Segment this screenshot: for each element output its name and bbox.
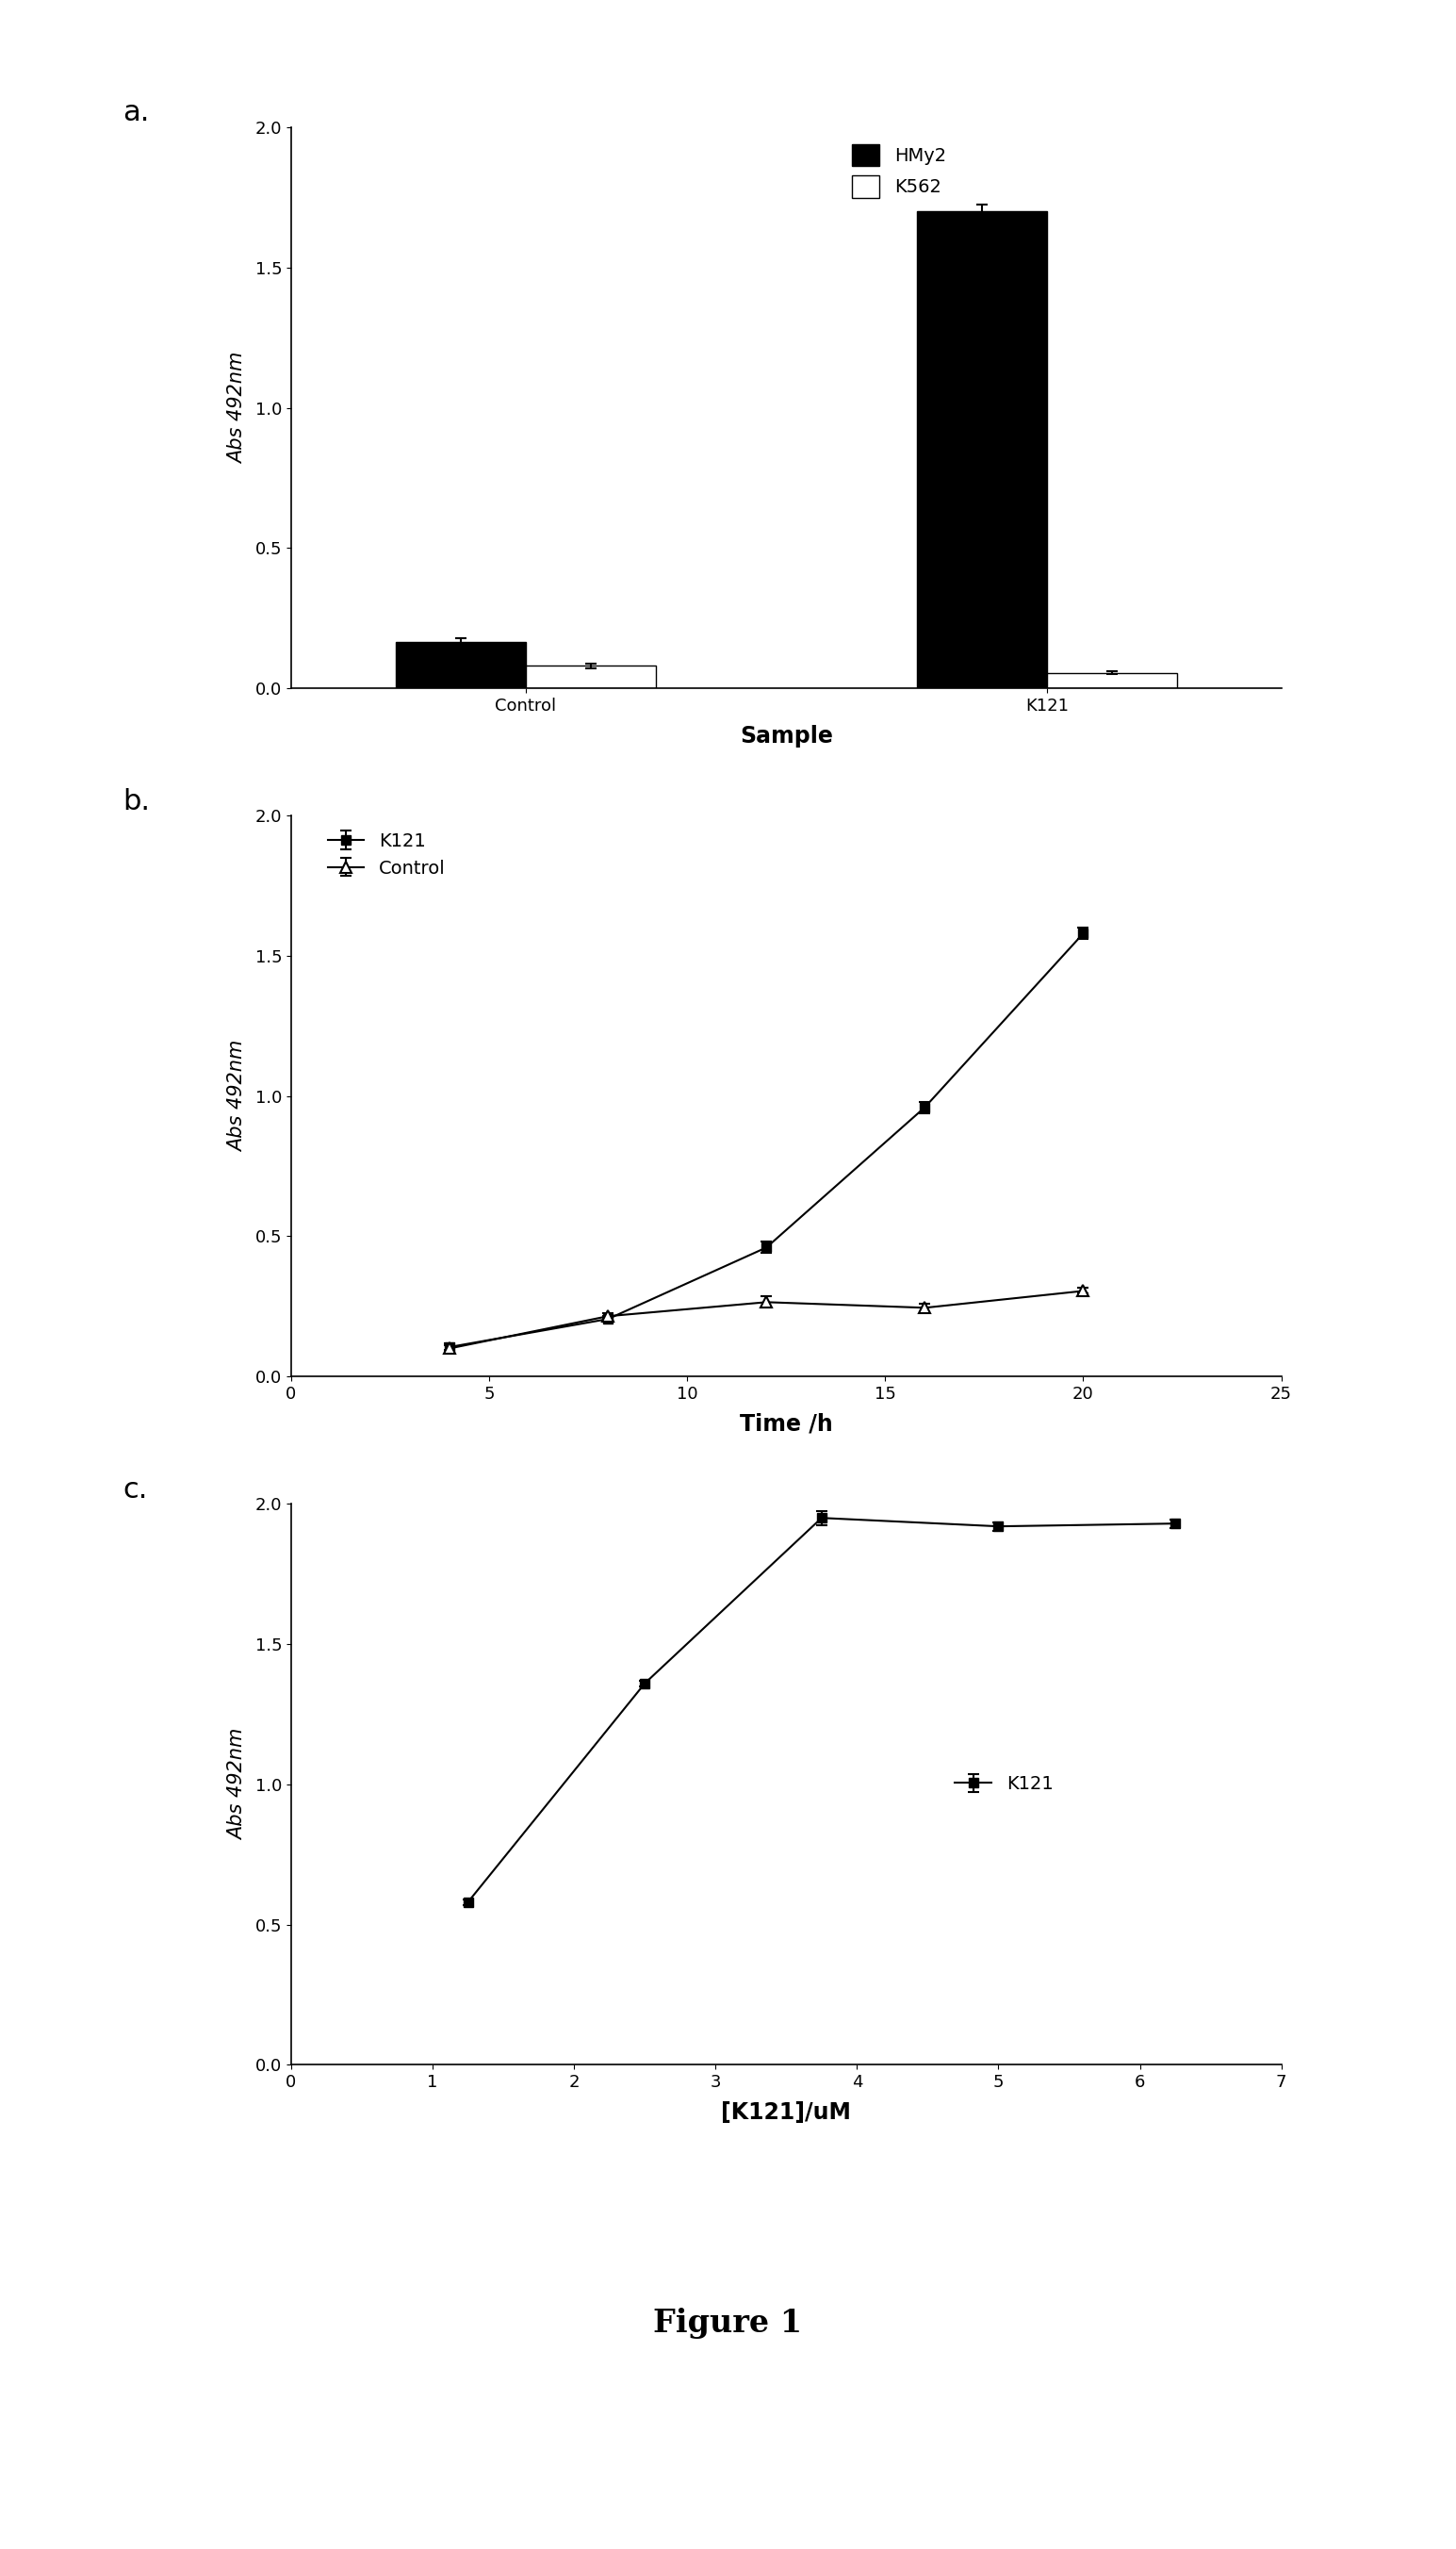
Legend: K121, Control: K121, Control	[320, 826, 453, 885]
Legend: HMy2, K562: HMy2, K562	[844, 138, 954, 204]
Bar	[526, 665, 657, 688]
X-axis label: Sample: Sample	[740, 724, 833, 747]
Bar	[916, 212, 1047, 688]
Y-axis label: Abs 492nm: Abs 492nm	[229, 352, 248, 464]
Legend: K121: K121	[948, 1769, 1060, 1800]
Bar	[396, 642, 526, 688]
Text: a.: a.	[122, 99, 150, 127]
Y-axis label: Abs 492nm: Abs 492nm	[229, 1040, 248, 1152]
Text: b.: b.	[122, 788, 150, 816]
X-axis label: [K121]/uM: [K121]/uM	[721, 2100, 852, 2123]
Text: c.: c.	[122, 1476, 147, 1504]
X-axis label: Time /h: Time /h	[740, 1412, 833, 1435]
Bar	[1047, 673, 1176, 688]
Y-axis label: Abs 492nm: Abs 492nm	[229, 1728, 248, 1840]
Text: Figure 1: Figure 1	[654, 2307, 802, 2340]
